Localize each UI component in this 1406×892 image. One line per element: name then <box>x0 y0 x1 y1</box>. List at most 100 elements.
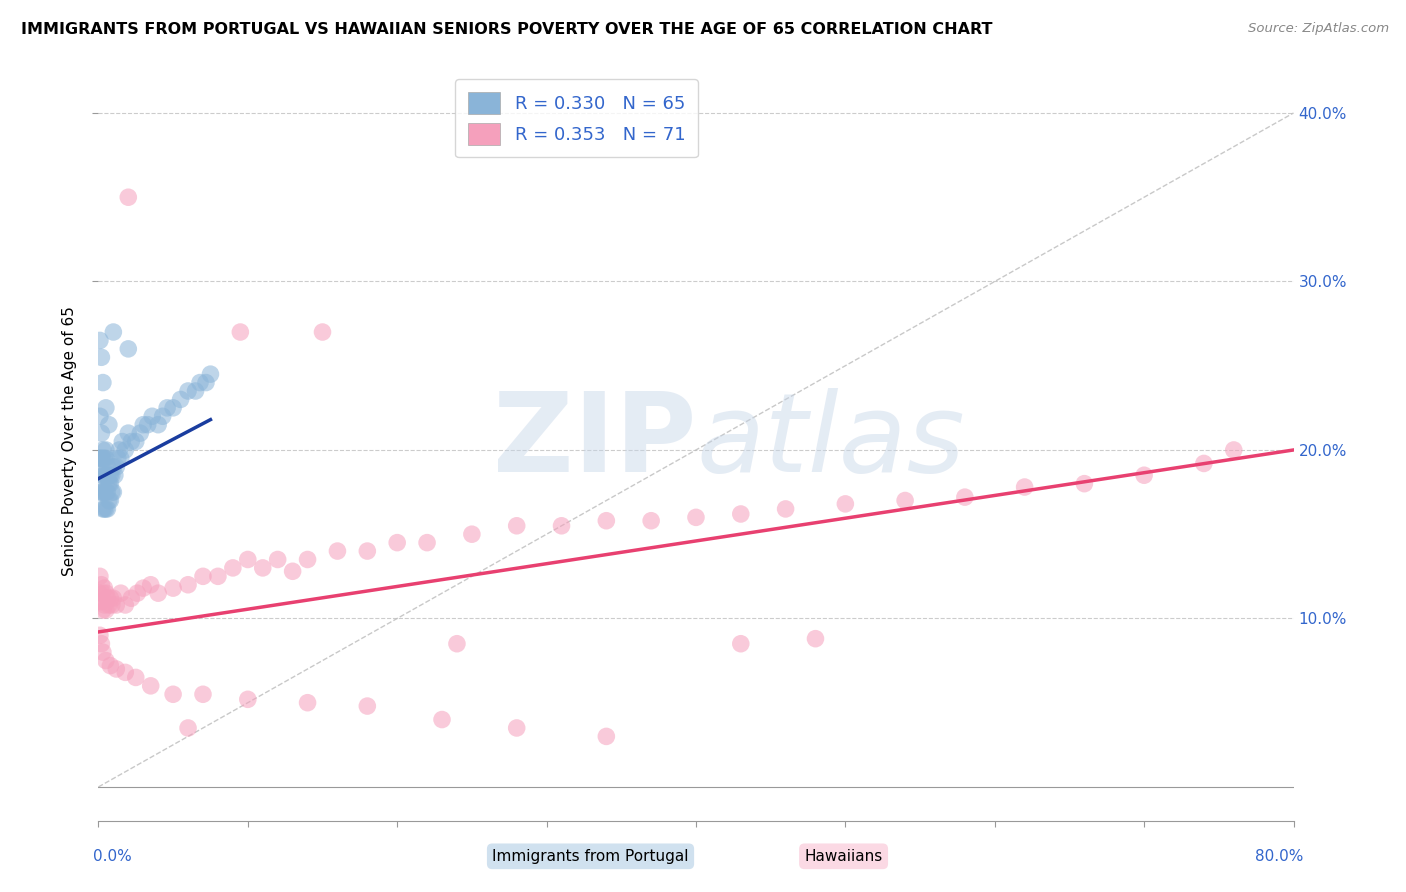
Y-axis label: Seniors Poverty Over the Age of 65: Seniors Poverty Over the Age of 65 <box>62 307 77 576</box>
Point <box>139 679 162 693</box>
Point <box>281 564 304 578</box>
Point <box>98 493 122 508</box>
Point <box>162 581 184 595</box>
Point <box>1014 480 1036 494</box>
Text: 80.0%: 80.0% <box>1256 849 1303 863</box>
Point <box>90 637 112 651</box>
Point <box>117 190 139 204</box>
Point <box>91 485 114 500</box>
Point <box>141 409 163 424</box>
Point <box>103 485 125 500</box>
Point <box>104 468 127 483</box>
Point <box>416 535 439 549</box>
Point <box>162 401 184 415</box>
Point <box>98 591 122 606</box>
Point <box>107 451 129 466</box>
Point <box>169 392 191 407</box>
Point <box>94 654 117 668</box>
Point <box>139 578 162 592</box>
Point <box>94 485 117 500</box>
Point <box>103 459 125 474</box>
Point <box>94 401 117 415</box>
Point <box>125 670 148 684</box>
Point <box>1192 457 1215 471</box>
Text: Source: ZipAtlas.com: Source: ZipAtlas.com <box>1249 22 1389 36</box>
Point <box>94 603 117 617</box>
Point <box>111 434 134 449</box>
Point <box>229 325 252 339</box>
Point <box>89 569 111 583</box>
Point <box>96 468 118 483</box>
Point <box>148 417 170 432</box>
Point <box>356 544 378 558</box>
Point <box>101 468 124 483</box>
Point <box>132 417 155 432</box>
Point <box>195 376 218 390</box>
Point <box>430 713 453 727</box>
Point <box>105 662 128 676</box>
Point <box>804 632 827 646</box>
Text: atlas: atlas <box>696 388 965 495</box>
Point <box>96 485 118 500</box>
Point <box>834 497 856 511</box>
Point <box>89 594 111 608</box>
Point <box>97 493 120 508</box>
Point <box>96 591 118 606</box>
Point <box>595 514 617 528</box>
Point <box>267 552 290 566</box>
Point <box>550 518 572 533</box>
Point <box>222 561 245 575</box>
Point <box>90 578 112 592</box>
Point <box>177 384 200 398</box>
Text: IMMIGRANTS FROM PORTUGAL VS HAWAIIAN SENIORS POVERTY OVER THE AGE OF 65 CORRELAT: IMMIGRANTS FROM PORTUGAL VS HAWAIIAN SEN… <box>21 22 993 37</box>
Point <box>114 442 136 457</box>
Point <box>89 451 111 466</box>
Point <box>96 459 118 474</box>
Point <box>775 502 797 516</box>
Point <box>91 468 114 483</box>
Point <box>129 426 152 441</box>
Point <box>96 502 118 516</box>
Point <box>685 510 707 524</box>
Point <box>356 699 378 714</box>
Point <box>97 468 120 483</box>
Point <box>89 409 111 424</box>
Point <box>91 603 114 617</box>
Point <box>97 476 120 491</box>
Point <box>89 628 111 642</box>
Point <box>114 598 136 612</box>
Point <box>127 586 149 600</box>
Point <box>98 476 122 491</box>
Point <box>297 696 319 710</box>
Point <box>1223 442 1246 457</box>
Point <box>152 409 174 424</box>
Point <box>156 401 179 415</box>
Point <box>91 586 114 600</box>
Text: Immigrants from Portugal: Immigrants from Portugal <box>492 849 689 863</box>
Point <box>200 367 222 381</box>
Point <box>93 485 115 500</box>
Point <box>93 581 115 595</box>
Point <box>94 442 117 457</box>
Point <box>93 468 115 483</box>
Point <box>953 490 976 504</box>
Point <box>89 485 111 500</box>
Point <box>730 507 752 521</box>
Point <box>110 586 132 600</box>
Point <box>1073 476 1095 491</box>
Point <box>132 581 155 595</box>
Point <box>385 535 409 549</box>
Point <box>94 468 117 483</box>
Point <box>162 687 184 701</box>
Point <box>120 434 142 449</box>
Point <box>1133 468 1156 483</box>
Point <box>188 376 211 390</box>
Point <box>97 598 120 612</box>
Point <box>297 552 319 566</box>
Point <box>177 578 200 592</box>
Point <box>252 561 274 575</box>
Point <box>148 586 170 600</box>
Point <box>117 342 139 356</box>
Point <box>89 586 111 600</box>
Point <box>90 485 112 500</box>
